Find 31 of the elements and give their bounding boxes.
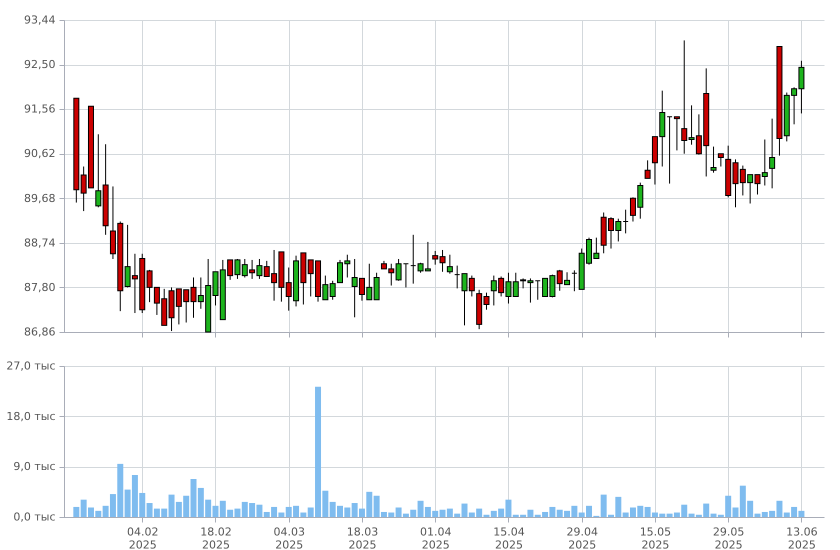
candlestick	[446, 254, 453, 274]
y-tick-label: 27,0 тыс	[6, 360, 56, 372]
candlestick	[674, 116, 680, 151]
x-tick-label: 04.02 2025	[126, 526, 158, 550]
y-tick-label: 86,86	[24, 326, 56, 338]
x-tick-label: 01.04 2025	[420, 526, 452, 550]
x-tick-label: 13.06 2025	[786, 526, 818, 550]
x-tick-label: 29.04 2025	[566, 526, 598, 550]
y-tick-label: 90,62	[24, 147, 56, 160]
y-tick-label: 87,80	[24, 280, 56, 294]
candlestick	[644, 160, 651, 179]
y-tick-label: 0,0 тыс	[13, 510, 56, 524]
x-tick-label: 18.03 2025	[346, 526, 378, 550]
candlestick	[454, 265, 460, 289]
candlestick	[402, 263, 409, 288]
x-tick-label: 29.05 2025	[712, 526, 744, 550]
y-tick-label: 9,0 тыс	[13, 460, 56, 474]
y-tick-label: 88,74	[24, 236, 56, 250]
y-tick-label: 18,0 тыс	[6, 410, 56, 423]
x-tick-label: 04.03 2025	[273, 526, 305, 550]
x-tick-label: 18.02 2025	[200, 526, 232, 550]
y-tick-label: 93,44	[24, 14, 56, 26]
y-tick-label: 92,50	[24, 58, 56, 72]
candlestick	[769, 118, 776, 189]
x-tick-label: 15.04 2025	[493, 526, 525, 550]
candlestick	[410, 234, 416, 284]
y-tick-label: 91,56	[24, 102, 56, 116]
candlestick	[710, 146, 717, 174]
y-tick-label: 89,68	[24, 192, 56, 205]
x-tick-label: 15.05 2025	[640, 526, 672, 550]
candlestick	[718, 153, 724, 168]
